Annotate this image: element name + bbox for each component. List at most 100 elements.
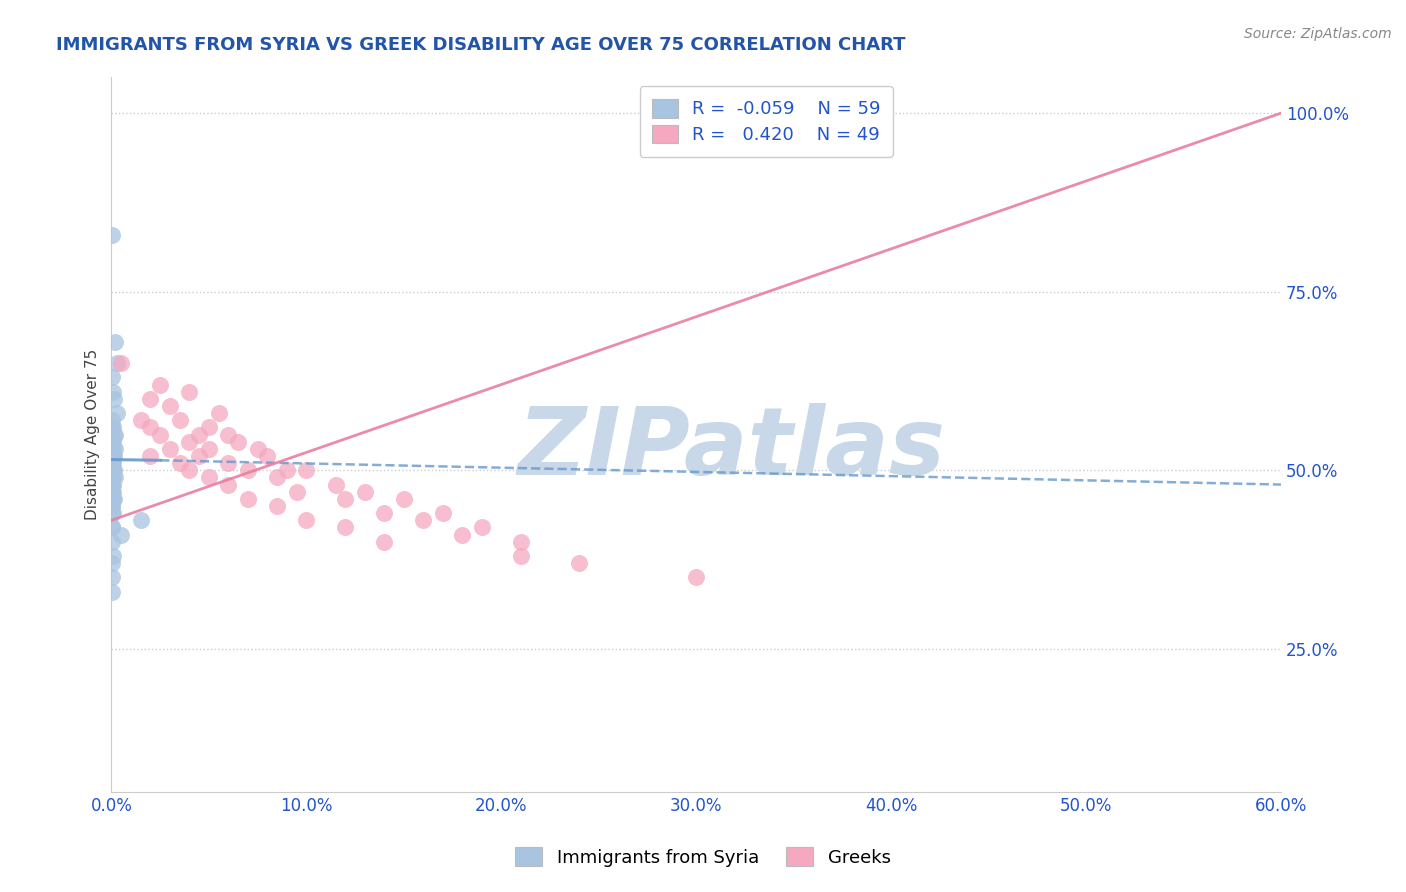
Point <box>101 420 124 434</box>
Point <box>246 442 269 456</box>
Point <box>101 463 124 477</box>
Point <box>104 442 127 456</box>
Point <box>105 356 128 370</box>
Point <box>101 463 124 477</box>
Point <box>103 491 125 506</box>
Point <box>103 484 125 499</box>
Point <box>179 384 201 399</box>
Point <box>101 463 124 477</box>
Point <box>169 456 191 470</box>
Point <box>101 506 124 520</box>
Point <box>353 484 375 499</box>
Point <box>129 413 152 427</box>
Point <box>412 513 434 527</box>
Point <box>101 413 124 427</box>
Text: ZIPatlas: ZIPatlas <box>517 403 945 495</box>
Point <box>101 227 124 242</box>
Point <box>276 463 298 477</box>
Point <box>103 384 125 399</box>
Point <box>101 456 124 470</box>
Point <box>103 442 125 456</box>
Point <box>101 370 124 384</box>
Point <box>266 470 288 484</box>
Point <box>217 427 239 442</box>
Point <box>103 427 125 442</box>
Point <box>103 434 125 449</box>
Point <box>685 570 707 584</box>
Legend: Immigrants from Syria, Greeks: Immigrants from Syria, Greeks <box>508 840 898 874</box>
Point <box>101 442 124 456</box>
Point <box>101 449 124 463</box>
Point <box>105 406 128 420</box>
Point <box>101 491 124 506</box>
Point <box>207 406 229 420</box>
Point <box>101 520 124 534</box>
Point <box>217 456 239 470</box>
Point <box>104 470 127 484</box>
Point <box>266 499 288 513</box>
Point <box>198 442 221 456</box>
Point <box>295 463 318 477</box>
Point <box>103 463 125 477</box>
Point <box>101 570 124 584</box>
Point <box>335 491 357 506</box>
Point <box>295 513 318 527</box>
Point <box>101 520 124 534</box>
Point <box>103 449 125 463</box>
Point <box>159 442 181 456</box>
Point <box>101 484 124 499</box>
Point <box>236 463 259 477</box>
Point <box>149 377 172 392</box>
Point <box>169 413 191 427</box>
Point <box>103 470 125 484</box>
Point <box>110 356 132 370</box>
Point <box>101 477 124 491</box>
Point <box>101 463 124 477</box>
Point <box>101 499 124 513</box>
Point <box>335 520 357 534</box>
Point <box>256 449 278 463</box>
Point <box>103 463 125 477</box>
Point <box>101 491 124 506</box>
Point <box>101 470 124 484</box>
Point <box>101 477 124 491</box>
Point <box>149 427 172 442</box>
Point <box>451 527 474 541</box>
Point <box>103 549 125 563</box>
Text: IMMIGRANTS FROM SYRIA VS GREEK DISABILITY AGE OVER 75 CORRELATION CHART: IMMIGRANTS FROM SYRIA VS GREEK DISABILIT… <box>56 36 905 54</box>
Point <box>373 534 395 549</box>
Point <box>392 491 415 506</box>
Point <box>325 477 347 491</box>
Point <box>103 506 125 520</box>
Point <box>188 449 211 463</box>
Point <box>139 392 162 406</box>
Point <box>139 449 162 463</box>
Legend: R =  -0.059    N = 59, R =   0.420    N = 49: R = -0.059 N = 59, R = 0.420 N = 49 <box>640 87 893 157</box>
Point <box>103 463 125 477</box>
Point <box>285 484 308 499</box>
Point <box>198 420 221 434</box>
Point <box>103 491 125 506</box>
Point <box>179 463 201 477</box>
Point <box>103 420 125 434</box>
Point <box>198 470 221 484</box>
Point <box>103 449 125 463</box>
Point <box>129 513 152 527</box>
Point <box>236 491 259 506</box>
Point <box>509 534 531 549</box>
Point <box>101 456 124 470</box>
Point <box>101 470 124 484</box>
Point <box>188 427 211 442</box>
Point <box>568 556 591 570</box>
Point <box>101 463 124 477</box>
Point <box>104 427 127 442</box>
Point <box>139 420 162 434</box>
Point <box>432 506 454 520</box>
Point <box>226 434 249 449</box>
Point <box>471 520 494 534</box>
Point <box>101 456 124 470</box>
Point <box>179 434 201 449</box>
Point <box>103 456 125 470</box>
Text: Source: ZipAtlas.com: Source: ZipAtlas.com <box>1244 27 1392 41</box>
Point <box>217 477 239 491</box>
